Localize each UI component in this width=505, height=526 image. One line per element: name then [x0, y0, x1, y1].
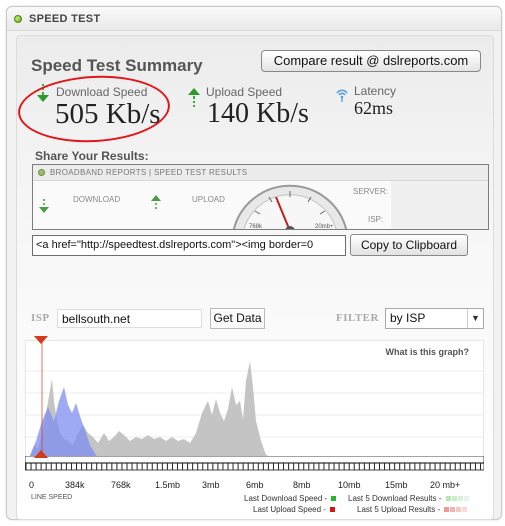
scale-label: 20 mb+: [430, 480, 461, 490]
latency-signal-icon: [336, 89, 348, 102]
last5-upload-swatch-2: [450, 507, 456, 513]
banner-server-box: [391, 181, 488, 229]
upload-speed-value: 140 Kb/s: [207, 98, 309, 129]
scale-label: 8mb: [293, 480, 311, 490]
banner-upload-arrow-icon: [151, 195, 161, 209]
banner-status-icon: [38, 169, 45, 176]
summary-area: Speed Test Summary Compare result @ dslr…: [16, 35, 494, 520]
scale-label: 1.5mb: [155, 480, 181, 490]
isp-filter-label: ISP: [31, 312, 50, 324]
last5-download-swatch-3: [457, 496, 463, 502]
filter-select-value: by ISP: [390, 311, 426, 325]
scale-label: 10mb: [338, 480, 361, 490]
chevron-down-icon[interactable]: ▼: [467, 309, 483, 328]
banner-server-label: SERVER:: [353, 187, 388, 196]
marker-top-icon: [34, 336, 48, 344]
summary-title: Speed Test Summary: [31, 56, 203, 75]
filter-select[interactable]: by ISP ▼: [385, 308, 484, 329]
last5-upload-swatch-1: [444, 507, 450, 513]
gauge-right-label: 20mb+: [315, 224, 334, 230]
compare-result-button[interactable]: Compare result @ dslreports.com: [261, 50, 481, 72]
legend-last5-download: Last 5 Download Results -: [348, 494, 469, 503]
legend-last5-upload: Last 5 Upload Results -: [357, 505, 468, 514]
download-speed-value: 505 Kb/s: [55, 98, 161, 130]
last5-upload-swatch-4: [462, 507, 468, 513]
banner-header: BROADBAND REPORTS | SPEED TEST RESULTS: [33, 165, 488, 181]
legend-last5-upload-label: Last 5 Upload Results -: [357, 505, 441, 514]
banner-isp-label: ISP:: [368, 215, 384, 224]
window-title: SPEED TEST: [29, 13, 101, 25]
latency-value: 62ms: [354, 98, 394, 118]
title-bar: SPEED TEST: [7, 7, 501, 31]
scale-label: 768k: [111, 480, 131, 490]
legend-last5-download-label: Last 5 Download Results -: [348, 494, 442, 503]
latency-label: Latency: [354, 84, 397, 98]
legend-last-upload: Last Upload Speed -: [253, 505, 336, 514]
scale-label: 0: [29, 480, 35, 490]
banner-download-label: DOWNLOAD: [73, 195, 121, 204]
banner-title: BROADBAND REPORTS | SPEED TEST RESULTS: [50, 168, 248, 177]
last5-download-swatch-1: [445, 496, 451, 502]
scale-label: 15mb: [385, 480, 408, 490]
line-speed-label: LINE SPEED: [31, 494, 73, 501]
status-dot-icon: [14, 15, 22, 23]
scale-label: 6mb: [246, 480, 264, 490]
gauge-left-label: 768k: [249, 224, 263, 230]
what-is-this-graph-link[interactable]: What is this graph?: [385, 347, 469, 357]
distribution-graph: What is this graph?: [25, 340, 484, 468]
download-arrow-icon: [37, 84, 49, 102]
distribution-chart: [26, 341, 483, 467]
marker-bottom-icon: [34, 450, 48, 458]
last-upload-swatch: [330, 507, 336, 513]
filter-label: FILTER: [336, 312, 379, 324]
copy-to-clipboard-button[interactable]: Copy to Clipboard: [350, 234, 468, 256]
speed-test-panel: SPEED TEST Speed Test Summary Compare re…: [6, 6, 502, 520]
share-banner-preview: BROADBAND REPORTS | SPEED TEST RESULTS D…: [32, 164, 489, 230]
isp-input[interactable]: bellsouth.net: [57, 309, 202, 328]
get-data-button[interactable]: Get Data: [210, 308, 265, 329]
upload-speed-label: Upload Speed: [206, 85, 283, 99]
last5-upload-swatch-3: [456, 507, 462, 513]
legend-last-upload-label: Last Upload Speed -: [253, 505, 326, 514]
banner-upload-label: UPLOAD: [192, 195, 225, 204]
legend-last-download: Last Download Speed -: [244, 494, 337, 503]
banner-download-arrow-icon: [39, 199, 49, 213]
share-results-label: Share Your Results:: [35, 149, 149, 163]
last-download-swatch: [331, 496, 337, 502]
legend-last-download-label: Last Download Speed -: [244, 494, 328, 503]
speed-gauge-icon: 768k 20mb+: [232, 184, 348, 230]
user-distribution-area: [26, 387, 106, 467]
upload-arrow-icon: [188, 88, 200, 107]
embed-code-field[interactable]: <a href="http://speedtest.dslreports.com…: [32, 235, 346, 256]
scale-label: 3mb: [202, 480, 220, 490]
scale-ticks: [25, 463, 481, 470]
last5-download-swatch-2: [451, 496, 457, 502]
download-speed-label: Download Speed: [56, 85, 148, 99]
scale-label: 384k: [65, 480, 85, 490]
isp-distribution-area: [26, 361, 483, 467]
last5-download-swatch-4: [463, 496, 469, 502]
